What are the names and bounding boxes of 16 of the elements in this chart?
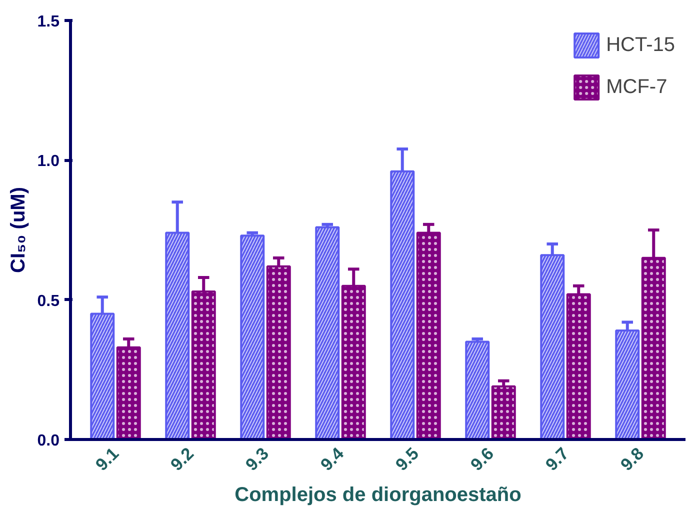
y-axis-title: CI₅₀ (uM) [7, 187, 30, 273]
y-tick-label: 0.5 [37, 292, 60, 310]
x-axis-title: Complejos de diorganoestaño [234, 484, 522, 506]
x-tick-label: 9.2 [166, 443, 198, 475]
y-tick-label: 1.0 [37, 153, 60, 170]
y-tick-label: 1.5 [37, 14, 60, 30]
x-tick-label: 9.3 [241, 443, 273, 475]
x-tick-label: 9.4 [316, 443, 348, 475]
x-tick-label: 9.6 [466, 443, 498, 475]
x-tick-label: 9.5 [391, 443, 423, 475]
x-tick-label: 9.1 [91, 443, 123, 475]
legend-label: HCT-15 [606, 34, 675, 56]
x-tick-label: 9.7 [541, 443, 573, 475]
y-tick-label: 0.0 [37, 432, 60, 450]
x-tick-label: 9.8 [616, 443, 648, 475]
legend-label: MCF-7 [606, 76, 668, 98]
